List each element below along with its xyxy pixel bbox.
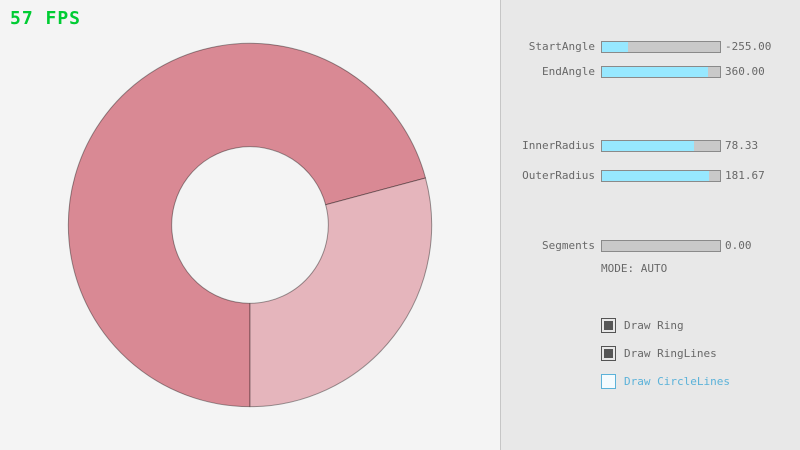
ring-chart [67, 42, 433, 408]
segments-row: Segments 0.00 [501, 240, 800, 252]
checkmark-fill [604, 321, 613, 330]
inner-radius-label: InnerRadius [522, 139, 595, 152]
end-angle-slider-fill [602, 67, 709, 77]
draw-ringlines-checkbox-label: Draw RingLines [624, 347, 717, 360]
ring-single-sector [249, 177, 433, 408]
start-angle-slider[interactable] [601, 41, 721, 53]
draw-circlelines-checkbox-label: Draw CircleLines [624, 375, 730, 388]
draw-ring-checkbox-box[interactable] [601, 318, 616, 333]
inner-radius-value: 78.33 [725, 139, 759, 152]
start-angle-value: -255.00 [725, 40, 772, 53]
end-angle-value: 360.00 [725, 65, 765, 78]
draw-circlelines-checkbox-box[interactable] [601, 374, 616, 389]
draw-circlelines-checkbox[interactable]: Draw CircleLines [601, 374, 730, 389]
segments-mode-text: MODE: AUTO [601, 262, 668, 275]
inner-radius-slider[interactable] [601, 140, 721, 152]
draw-ringlines-checkbox-box[interactable] [601, 346, 616, 361]
draw-ring-checkbox[interactable]: Draw Ring [601, 318, 684, 333]
outer-radius-slider[interactable] [601, 170, 721, 182]
checkmark-fill [604, 349, 613, 358]
end-angle-slider[interactable] [601, 66, 721, 78]
end-angle-row: EndAngle 360.00 [501, 66, 800, 78]
fps-counter: 57 FPS [10, 8, 82, 29]
draw-ringlines-checkbox[interactable]: Draw RingLines [601, 346, 717, 361]
inner-radius-slider-fill [602, 141, 695, 151]
outer-radius-row: OuterRadius 181.67 [501, 170, 800, 182]
start-angle-slider-fill [602, 42, 628, 52]
segments-label: Segments [542, 239, 595, 252]
controls-panel: StartAngle -255.00 EndAngle 360.00 Inner… [500, 0, 800, 450]
segments-value: 0.00 [725, 239, 752, 252]
end-angle-label: EndAngle [542, 65, 595, 78]
ring-overlap-sector [67, 42, 427, 408]
outer-radius-value: 181.67 [725, 169, 765, 182]
start-angle-label: StartAngle [528, 40, 595, 53]
inner-radius-row: InnerRadius 78.33 [501, 140, 800, 152]
start-angle-row: StartAngle -255.00 [501, 41, 800, 53]
outer-radius-label: OuterRadius [522, 169, 595, 182]
segments-slider[interactable] [601, 240, 721, 252]
draw-ring-checkbox-label: Draw Ring [624, 319, 684, 332]
outer-radius-slider-fill [602, 171, 710, 181]
